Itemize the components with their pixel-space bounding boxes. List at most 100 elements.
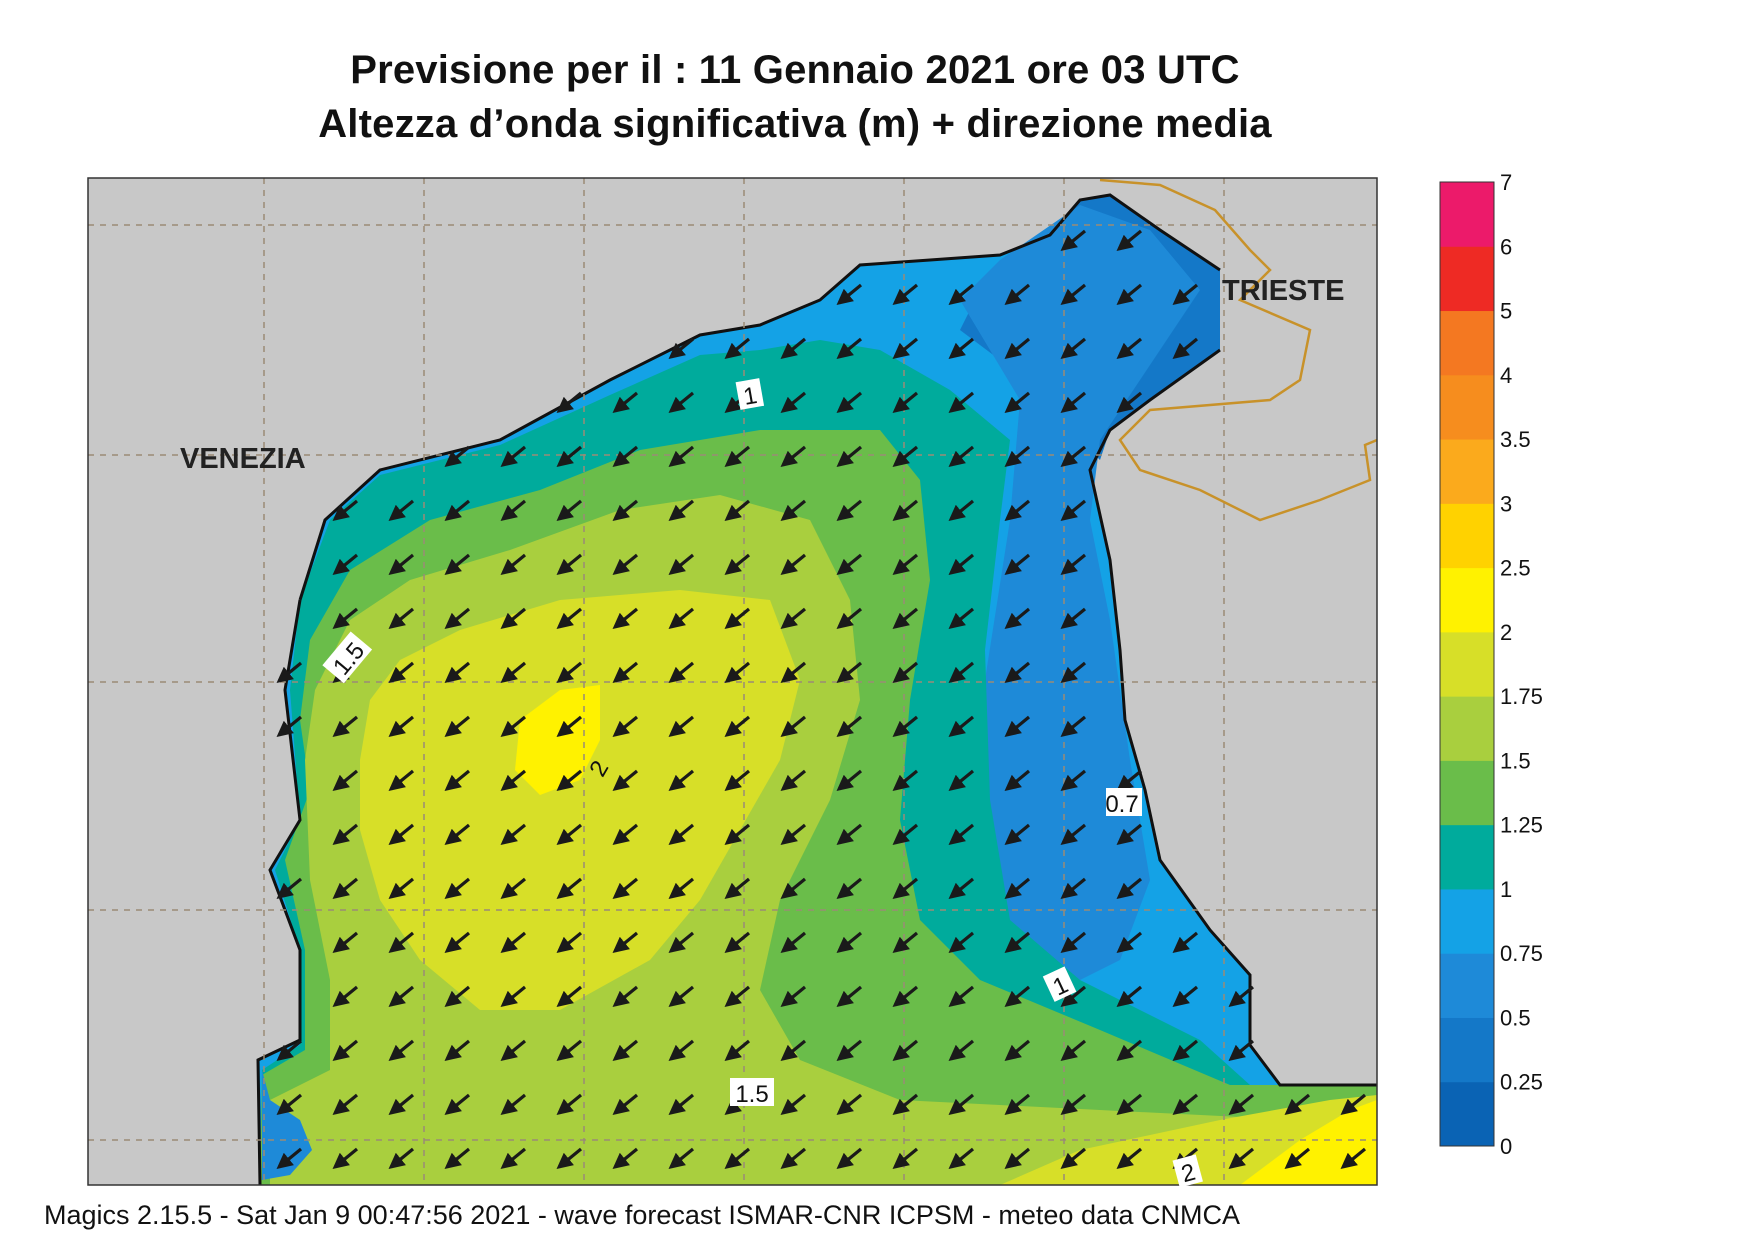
wave-arrow xyxy=(892,499,919,522)
wave-arrow xyxy=(836,445,863,468)
wave-arrow xyxy=(444,445,471,468)
wave-arrow xyxy=(668,823,695,846)
wave-arrow xyxy=(332,715,359,738)
wave-arrow xyxy=(948,391,975,414)
wave-arrow xyxy=(1116,931,1143,954)
wave-arrow xyxy=(668,391,695,414)
wave-arrow xyxy=(668,877,695,900)
colorbar-swatch xyxy=(1440,182,1494,247)
wave-arrow xyxy=(612,661,639,684)
wave-arrow xyxy=(948,1039,975,1062)
wave-arrow xyxy=(1228,1147,1255,1170)
wave-arrow xyxy=(1060,877,1087,900)
wave-arrow xyxy=(1060,661,1087,684)
wave-arrow xyxy=(892,823,919,846)
colorbar-tick-label: 0.5 xyxy=(1500,1005,1531,1030)
colorbar-swatch xyxy=(1440,567,1494,633)
wave-arrow xyxy=(500,715,527,738)
colorbar-swatch xyxy=(1440,503,1494,569)
wave-arrow xyxy=(612,877,639,900)
colorbar-swatch xyxy=(1440,1017,1494,1083)
wave-arrow xyxy=(556,445,583,468)
wave-arrow xyxy=(724,499,751,522)
wave-arrow xyxy=(892,715,919,738)
city-label-trieste: TRIESTE xyxy=(1222,275,1344,307)
wave-arrow xyxy=(556,607,583,630)
wave-arrow xyxy=(780,1093,807,1116)
wave-arrow xyxy=(612,769,639,792)
wave-arrow xyxy=(668,553,695,576)
wave-arrow xyxy=(948,499,975,522)
colorbar-swatch xyxy=(1440,310,1494,376)
wave-arrow xyxy=(444,985,471,1008)
wave-arrow xyxy=(892,661,919,684)
wave-arrow xyxy=(556,931,583,954)
colorbar-tick-label: 0 xyxy=(1500,1134,1512,1159)
wave-arrow xyxy=(668,1039,695,1062)
wave-arrow xyxy=(892,445,919,468)
wave-arrow xyxy=(948,877,975,900)
colorbar-tick-label: 0.75 xyxy=(1500,941,1543,966)
wave-arrow xyxy=(836,607,863,630)
wave-arrow xyxy=(948,931,975,954)
wave-arrow xyxy=(332,1147,359,1170)
wave-arrow xyxy=(500,1147,527,1170)
wave-arrow xyxy=(500,661,527,684)
wave-arrow xyxy=(892,607,919,630)
wave-arrow xyxy=(388,877,415,900)
wave-arrow xyxy=(668,1093,695,1116)
wave-arrow xyxy=(724,931,751,954)
wave-arrow xyxy=(556,1093,583,1116)
wave-arrow xyxy=(724,877,751,900)
wave-arrow xyxy=(1284,1093,1311,1116)
wave-arrow xyxy=(892,337,919,360)
wave-arrow xyxy=(556,1147,583,1170)
colorbar-frame xyxy=(1439,181,1495,1147)
colorbar-swatch xyxy=(1440,953,1494,1018)
wave-arrow xyxy=(332,877,359,900)
wave-arrow xyxy=(388,715,415,738)
wave-arrow xyxy=(948,769,975,792)
wave-arrow xyxy=(724,607,751,630)
wave-arrow xyxy=(892,769,919,792)
wave-arrow xyxy=(724,553,751,576)
wave-arrow xyxy=(948,1093,975,1116)
wave-arrow xyxy=(500,607,527,630)
wave-arrow xyxy=(780,337,807,360)
wave-arrow xyxy=(948,661,975,684)
wave-arrow xyxy=(1004,607,1031,630)
wave-arrow xyxy=(780,823,807,846)
wave-arrow xyxy=(948,1147,975,1170)
wave-arrow xyxy=(836,877,863,900)
wave-arrow xyxy=(892,1147,919,1170)
wave-arrow xyxy=(332,499,359,522)
wave-arrow xyxy=(444,553,471,576)
wave-arrow xyxy=(444,499,471,522)
wave-arrow xyxy=(444,1093,471,1116)
wave-arrow xyxy=(780,499,807,522)
wave-arrow xyxy=(500,553,527,576)
wave-arrow xyxy=(332,769,359,792)
colorbar-tick-label: 7 xyxy=(1500,170,1512,195)
wave-arrow xyxy=(500,1039,527,1062)
wave-arrow xyxy=(388,661,415,684)
wave-arrow xyxy=(780,553,807,576)
wave-arrow xyxy=(1172,985,1199,1008)
wave-arrow xyxy=(444,661,471,684)
wave-arrow xyxy=(1116,823,1143,846)
wave-arrow xyxy=(948,553,975,576)
wave-arrow xyxy=(276,661,303,684)
wave-arrow xyxy=(892,1039,919,1062)
wave-arrow xyxy=(948,985,975,1008)
wave-arrow xyxy=(612,1039,639,1062)
wave-arrow xyxy=(836,823,863,846)
wave-arrow xyxy=(724,985,751,1008)
colorbar-tick-label: 2.5 xyxy=(1500,556,1531,581)
wave-arrow xyxy=(500,1093,527,1116)
wave-arrow xyxy=(1004,877,1031,900)
wave-arrow xyxy=(500,877,527,900)
wave-arrow xyxy=(724,823,751,846)
wave-arrow xyxy=(612,553,639,576)
wave-arrow xyxy=(668,337,695,360)
wave-arrow xyxy=(1116,229,1143,252)
